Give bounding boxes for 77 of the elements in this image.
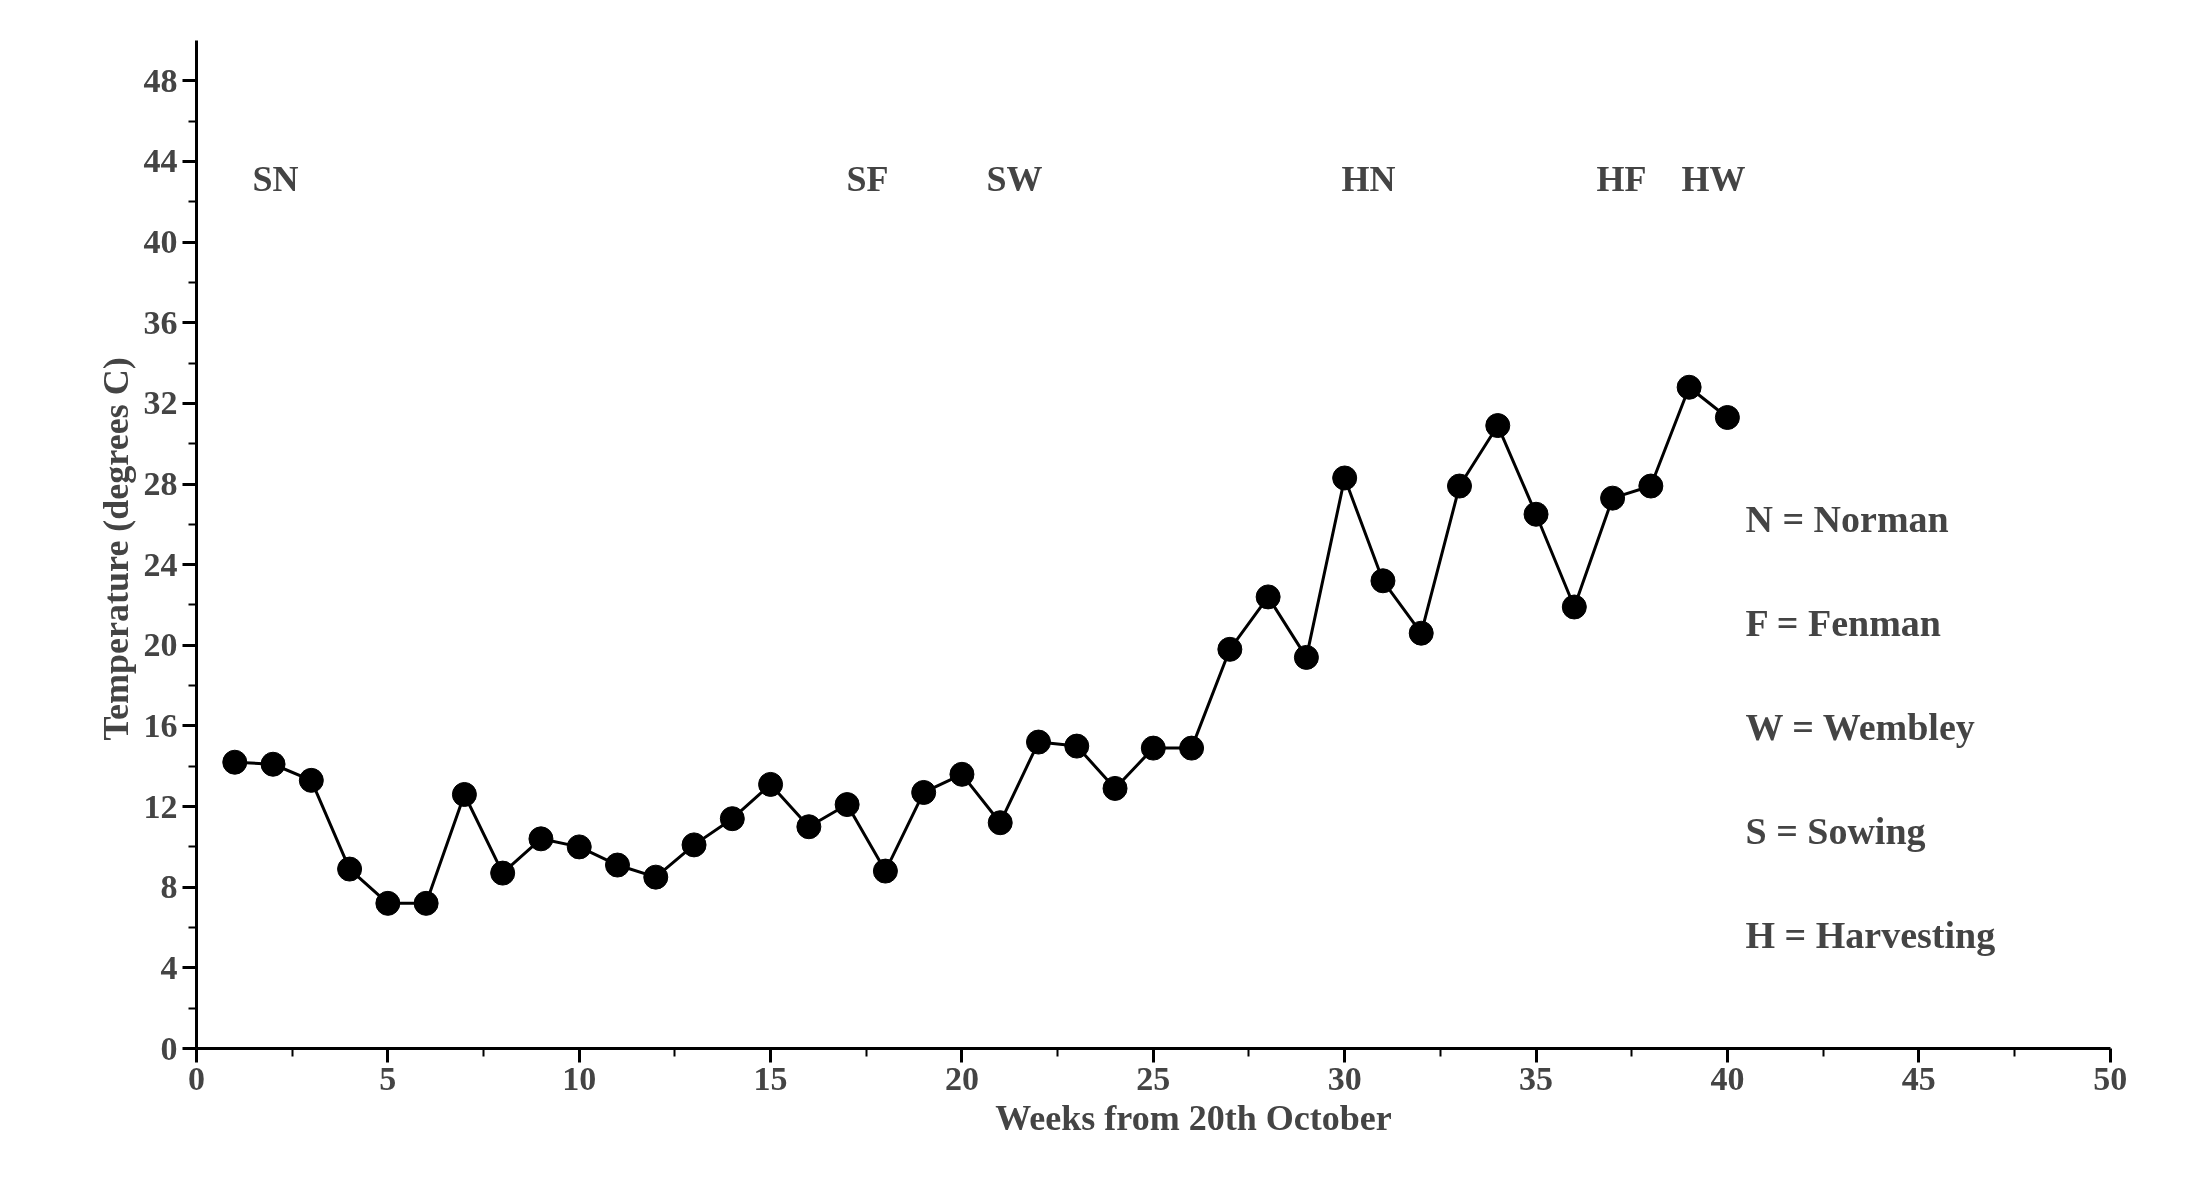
x-tick-label: 5 (379, 1059, 397, 1097)
y-tick-label: 48 (143, 61, 178, 99)
x-tick-label: 40 (1710, 1059, 1745, 1097)
annotation: HW (1681, 158, 1746, 199)
point (1255, 584, 1281, 610)
point (260, 751, 286, 777)
annotation: F = Fenman (1745, 601, 1941, 644)
point (1600, 485, 1626, 511)
point (949, 761, 975, 787)
point (490, 860, 516, 886)
annotation: S = Sowing (1745, 809, 1926, 852)
y-tick-label: 28 (143, 465, 178, 503)
annotation: H = Harvesting (1745, 913, 1996, 956)
point (528, 826, 554, 852)
annotation: W = Wembley (1745, 705, 1975, 748)
point (1408, 620, 1434, 646)
annotation: N = Norman (1745, 497, 1949, 540)
point (796, 814, 822, 840)
y-tick-label: 36 (143, 303, 178, 341)
annotation: HN (1341, 158, 1396, 199)
point (758, 771, 784, 797)
point (1293, 644, 1319, 670)
annotation: HF (1596, 158, 1647, 199)
point (987, 810, 1013, 836)
x-tick-label: 0 (188, 1059, 205, 1097)
point (1523, 501, 1549, 527)
x-axis-title: Weeks from 20th October (995, 1097, 1392, 1138)
point (1561, 594, 1587, 620)
y-tick-label: 8 (160, 868, 178, 906)
point (566, 834, 592, 860)
point (298, 767, 324, 793)
point (222, 749, 248, 775)
annotation: SN (252, 158, 299, 199)
point (605, 852, 630, 878)
y-tick-label: 4 (160, 948, 178, 986)
point (413, 890, 439, 916)
y-tick-label: 44 (143, 142, 178, 180)
point (1370, 568, 1396, 594)
point (337, 856, 363, 882)
x-tick-label: 30 (1327, 1059, 1362, 1097)
y-tick-label: 0 (160, 1029, 178, 1067)
x-tick-label: 15 (753, 1059, 788, 1097)
point (1140, 735, 1166, 761)
y-tick-label: 32 (143, 384, 178, 422)
point (834, 792, 860, 818)
point (1676, 374, 1702, 400)
point (643, 864, 669, 890)
point (375, 890, 401, 916)
y-tick-label: 16 (143, 706, 178, 744)
x-tick-label: 35 (1519, 1059, 1554, 1097)
point (911, 779, 937, 805)
point (1485, 413, 1511, 439)
x-tick-label: 20 (944, 1059, 979, 1097)
point (1064, 733, 1090, 759)
x-tick-label: 45 (1901, 1059, 1936, 1097)
y-tick-label: 20 (143, 626, 178, 664)
x-tick-label: 50 (2093, 1059, 2128, 1097)
annotation: SF (846, 158, 889, 199)
point (1026, 729, 1051, 755)
y-tick-label: 40 (143, 223, 178, 261)
point (1217, 636, 1243, 662)
point (1102, 775, 1128, 801)
x-tick-label: 10 (562, 1059, 597, 1097)
point (1638, 473, 1664, 499)
point (681, 832, 707, 858)
point (1446, 473, 1472, 499)
y-tick-label: 12 (143, 787, 178, 825)
point (872, 858, 898, 884)
point (1332, 465, 1358, 491)
point (451, 782, 477, 807)
y-axis-title: Temperature (degrees C) (95, 357, 136, 741)
point (719, 806, 745, 832)
y-tick-label: 24 (143, 545, 178, 583)
x-tick-label: 25 (1136, 1059, 1171, 1097)
point (1179, 735, 1205, 761)
annotation: SW (986, 158, 1043, 199)
point (1714, 405, 1740, 430)
